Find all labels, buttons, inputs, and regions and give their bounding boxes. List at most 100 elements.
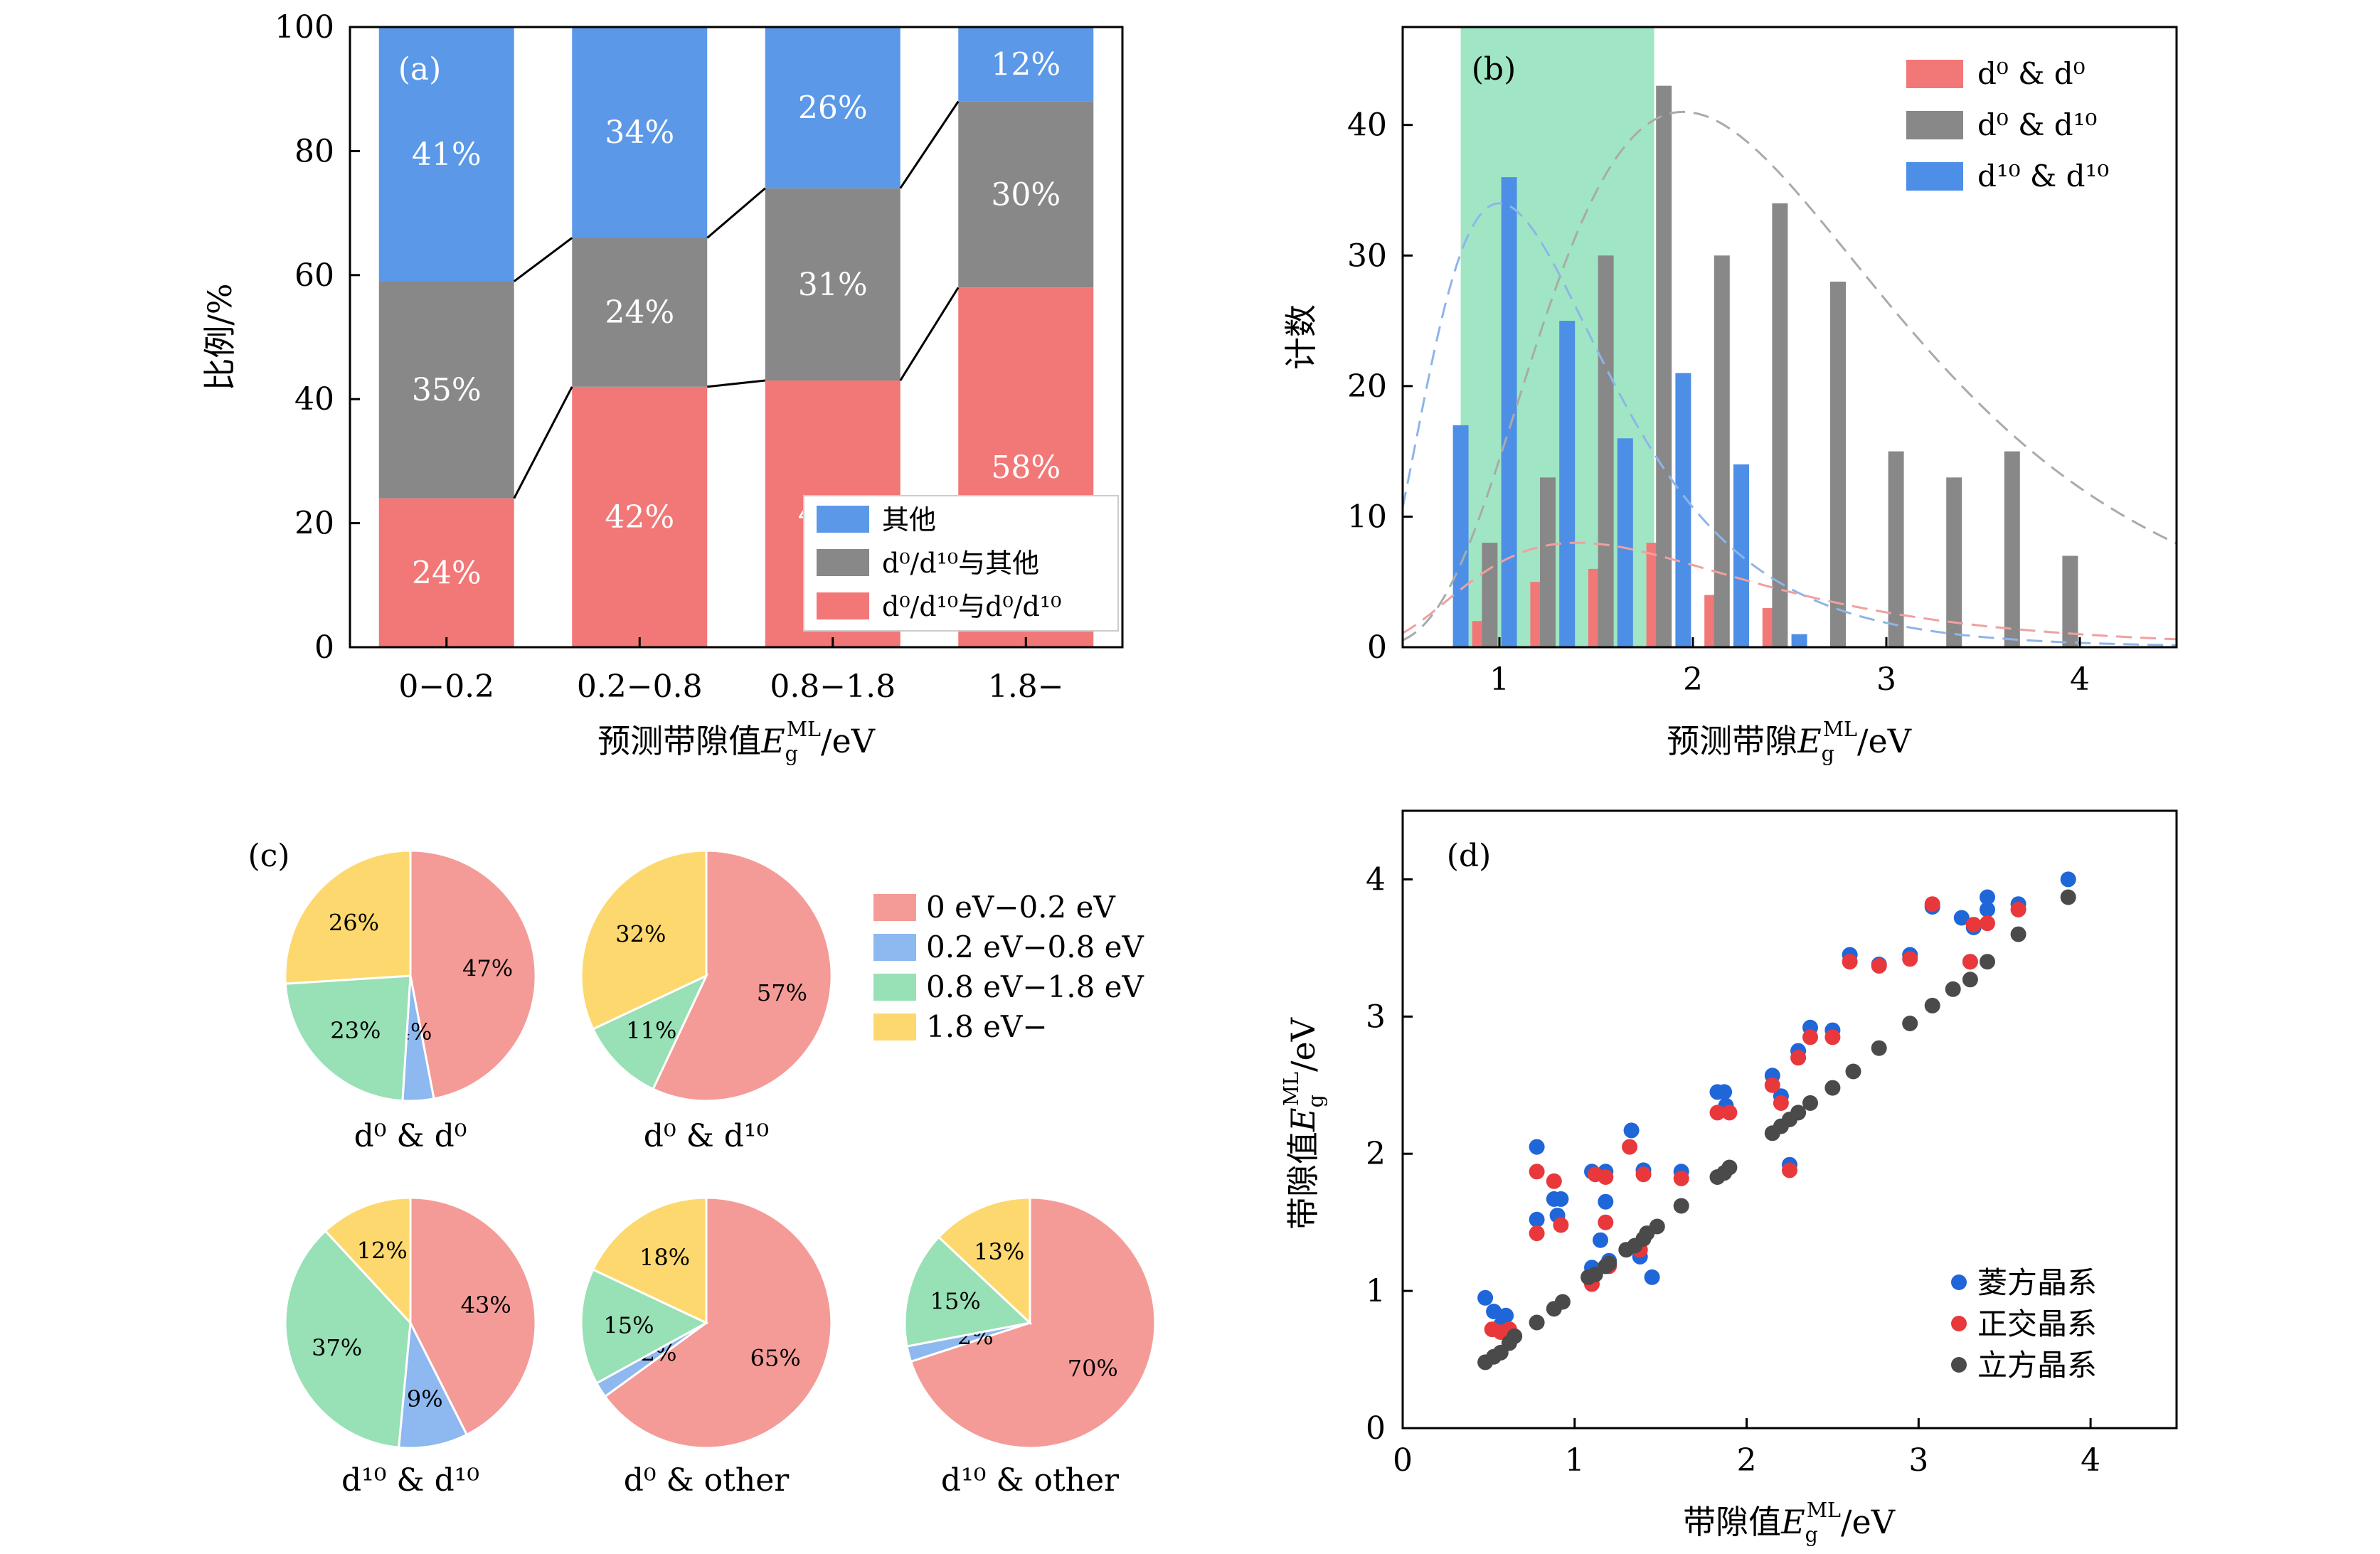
scatter-point-2-24 [1790,1105,1807,1121]
pie-3-label-0: 65% [750,1345,801,1372]
x-axis-label-a-unit: /eV [821,722,876,760]
b-y-tick-label-3: 30 [1347,238,1387,274]
scatter-point-2-32 [1962,972,1978,988]
d-y-tick-label-4: 4 [1366,861,1386,898]
scatter-point-1-10 [1598,1214,1614,1230]
pie-1-title: d⁰ & d¹⁰ [644,1118,769,1154]
hist-bar-1-3 [1656,85,1672,647]
x-axis-label-b-symbol: E [1797,722,1822,760]
pie-3-label-3: 18% [639,1244,690,1271]
panel-label-d: (d) [1447,838,1492,874]
y-axis-label-d-unit: /eV [1284,1017,1322,1072]
d-y-tick-label-0: 0 [1366,1410,1386,1447]
scatter-point-2-29 [1902,1016,1918,1031]
pie-1-slice-0 [652,849,833,1102]
y-axis-label-d: 带隙值EgML/eV [1280,1017,1328,1230]
legend-label-b-1: d⁰ & d¹⁰ [1977,107,2097,142]
pie-2-label-1: 9% [407,1385,443,1412]
scatter-point-2-26 [1824,1080,1841,1096]
pie-0-label-2: 23% [330,1017,381,1044]
pie-1-slice-2 [591,973,709,1091]
y-axis-label-d-text: 带隙值EgML/eV [1280,1017,1328,1230]
scatter-point-0-33 [1953,910,1970,926]
legend-swatch-a-1 [817,549,869,576]
bar-label-1-1: 24% [605,294,674,331]
hist-bar-2-3 [1617,438,1633,647]
bar-1-2 [765,188,901,381]
bar-label-0-3: 58% [991,449,1061,486]
fit-curve-2 [1402,541,2177,641]
scatter-point-0-15 [1623,1122,1640,1139]
legend-swatch-c-1 [873,934,916,961]
legend-swatch-b-2 [1906,162,1963,191]
legend-swatch-c-0 [873,894,916,921]
b-x-tick-label-3: 4 [2070,661,2090,698]
pie-3-title: d⁰ & other [624,1462,790,1499]
hist-bar-2-6 [1791,634,1807,647]
legend-label-c-0: 0 eV−0.2 eV [926,890,1115,925]
scatter-point-0-36 [1980,901,1995,917]
legend-label-d-0: 菱方晶系 [1977,1265,2097,1300]
legend-swatch-c-3 [873,1013,916,1041]
x-axis-label-a-sub: g [785,743,798,766]
scatter-point-2-5 [1529,1314,1545,1331]
d-y-tick-label-1: 1 [1366,1273,1386,1309]
x-axis-label-a-text: 预测带隙值EgML/eV [597,718,876,766]
scatter-point-1-15 [1673,1170,1689,1186]
legend-swatch-b-0 [1906,60,1963,88]
scatter-point-2-16 [1649,1218,1665,1235]
scatter-point-1-28 [1962,954,1978,970]
scatter-point-1-16 [1709,1105,1726,1121]
legend-b: d⁰ & d⁰ d⁰ & d¹⁰ d¹⁰ & d¹⁰ [1906,56,2109,193]
pie-3-slice-2 [580,1268,709,1385]
hist-bar-1-10 [2062,555,2078,647]
x-axis-label-b-text: 预测带隙EgML/eV [1667,718,1912,766]
scatter-point-2-34 [2010,926,2026,942]
x-axis-label-d-sup: ML [1807,1499,1841,1522]
scatter-point-2-30 [1924,997,1940,1013]
hist-bar-1-1 [1540,477,1556,647]
scatter-point-2-20 [1721,1159,1738,1176]
pie-2-slice-3 [324,1196,412,1326]
hist-bar-1-2 [1598,255,1614,647]
scatter-point-1-14 [1635,1166,1652,1183]
pie-0-slice-0 [409,849,537,1100]
bar-label-2-2: 26% [798,90,868,126]
legend-label-b-2: d¹⁰ & d¹⁰ [1977,159,2109,193]
pie-4-slice-2 [903,1235,1033,1348]
scatter-point-1-19 [1773,1095,1789,1111]
pie-2-title: d¹⁰ & d¹⁰ [341,1462,479,1499]
pie-1-label-2: 11% [626,1017,676,1044]
pie-0-label-0: 47% [462,955,513,982]
bar-label-2-1: 34% [605,115,674,151]
fit-curve-0 [1402,110,2177,642]
connector-line-1-0 [707,379,765,388]
x-axis-label-d-unit: /eV [1841,1503,1896,1541]
pie-3-label-2: 15% [603,1311,654,1339]
panel-d-scatter-plot: 0 1 2 3 401234(d)带隙值EgML/eV带隙值EgML/eV菱方晶系正交晶… [1280,809,2178,1547]
pie-4-label-0: 70% [1068,1355,1118,1382]
d-x-tick-label-0: 0 [1393,1442,1413,1479]
scatter-point-1-27 [1924,896,1940,912]
y-axis-label-b: 计数 [1282,304,1320,370]
pie-1-label-0: 57% [757,979,807,1006]
scatter-point-2-27 [1845,1063,1861,1080]
legend-swatch-c-2 [873,974,916,1001]
scatter-point-0-3 [1498,1307,1514,1324]
connector-line-1-1 [706,187,766,239]
bar-0-1 [572,386,708,647]
pie-1-label-3: 32% [615,921,666,948]
y-axis-label-d-symbol: E [1284,1107,1322,1132]
pie-2-slice-1 [397,1319,469,1449]
x-axis-label-d-sub: g [1805,1523,1818,1547]
bar-label-2-3: 12% [991,46,1061,83]
b-y-tick-label-2: 20 [1347,368,1387,405]
y-tick-label-3: 60 [294,257,334,294]
bar-2-0 [378,27,514,282]
b-x-tick-label-0: 1 [1489,661,1509,698]
scatter-point-0-4 [1529,1139,1545,1155]
legend-label-a-1: d⁰/d¹⁰与其他 [882,548,1039,579]
bar-0-0 [378,498,514,647]
x-tick-label-2: 0.8−1.8 [770,669,896,705]
